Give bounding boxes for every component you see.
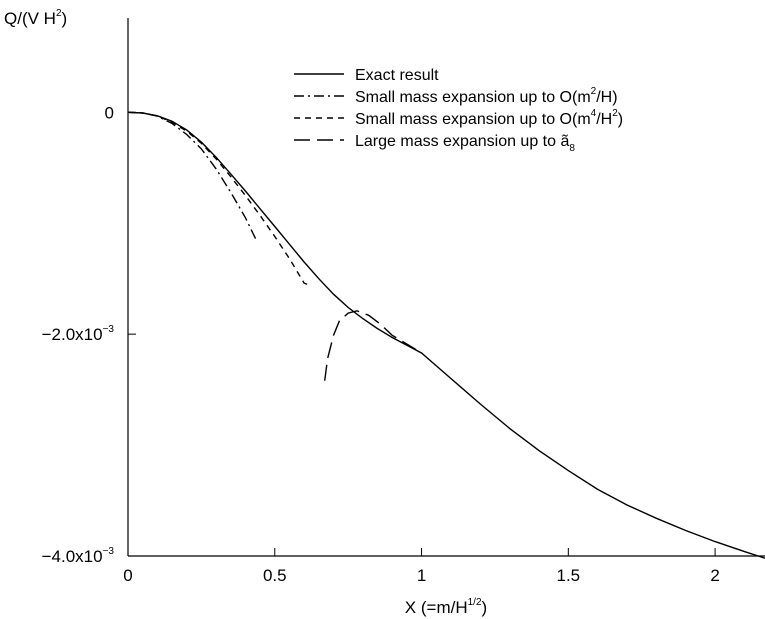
y-tick-label: 0 (105, 103, 114, 122)
x-axis-title-tail: ) (482, 598, 488, 617)
y-tick-label-exponent: −3 (103, 324, 115, 335)
legend-label-3: Small mass expansion up to O(m4/H2) (355, 108, 623, 128)
legend: Exact result Small mass expansion up to O… (294, 67, 623, 154)
y-tick-label-exponent: −3 (103, 546, 115, 557)
legend-label-tail: /H (596, 111, 612, 128)
y-axis-title-superscript: 2 (56, 8, 62, 19)
y-tick-label: −2.0x10−3 (42, 324, 115, 344)
y-tick-label-base: −4.0x10 (42, 547, 103, 566)
x-axis-title-base: X (=m/H (405, 598, 468, 617)
y-axis-title-base: Q/(V H (4, 9, 56, 28)
series-line-1 (127, 111, 765, 559)
series-layer (127, 111, 765, 559)
x-tick-label: 0.5 (263, 566, 287, 585)
legend-label-text: Small mass expansion up to O(m (355, 111, 591, 128)
legend-label-text: Small mass expansion up to O(m (355, 89, 591, 106)
axis-ticks: 0 0.5 1 1.5 20−2.0x10−3−4.0x10−3 (42, 103, 720, 585)
series-line-4 (324, 310, 422, 381)
legend-label-tail: ) (618, 111, 623, 128)
plot-area (127, 18, 765, 557)
x-tick-label: 1.5 (557, 566, 581, 585)
legend-superscript: 4 (591, 108, 597, 119)
axis-titles: Q/(V H2)X (=m/H1/2) (4, 8, 487, 617)
legend-label-1: Exact result (355, 67, 439, 84)
y-tick-label-base: −2.0x10 (42, 325, 103, 344)
x-axis-title: X (=m/H1/2) (405, 597, 487, 617)
x-tick-label: 2 (710, 566, 719, 585)
legend-label-text: Large mass expansion up to ã (355, 133, 569, 150)
legend-label-tail: /H) (596, 89, 617, 106)
x-tick-label: 0 (123, 566, 132, 585)
y-tick-label-base: 0 (105, 103, 114, 122)
legend-label-4: Large mass expansion up to ã8 (355, 133, 575, 154)
y-axis-title: Q/(V H2) (4, 8, 67, 28)
x-axis-title-superscript: 1/2 (468, 597, 482, 608)
legend-superscript: 2 (612, 108, 618, 119)
y-tick-label: −4.0x10−3 (42, 546, 115, 566)
y-axis-title-tail: ) (62, 9, 68, 28)
x-tick-label: 1 (417, 566, 426, 585)
series-line-2 (127, 111, 258, 243)
legend-subscript: 8 (569, 143, 575, 154)
legend-label-2: Small mass expansion up to O(m2/H) (355, 86, 618, 106)
legend-superscript: 2 (591, 86, 597, 97)
legend-label-text: Exact result (355, 67, 439, 84)
series-line-3 (127, 111, 311, 286)
